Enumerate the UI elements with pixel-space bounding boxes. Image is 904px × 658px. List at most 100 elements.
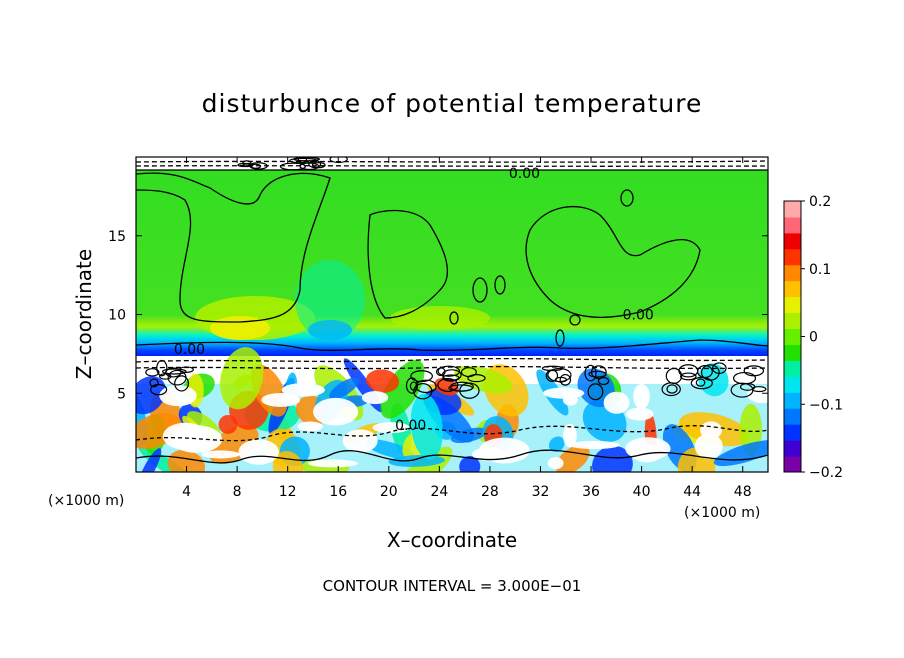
contour-line [249,162,268,170]
colorbar-swatch [784,216,801,234]
colorbar-swatch [784,312,801,330]
contour-line [289,157,318,164]
field-blob [201,450,240,459]
colorbar: 0.2 0.1 0 −0.1 −0.2 [783,194,843,481]
x-tick-label: 36 [582,484,600,500]
contour-line [620,189,634,207]
field-cool-patch [308,320,352,340]
x-tick-label: 4 [182,484,191,500]
x-tick-label: 24 [430,484,448,500]
y-tick-label: 15 [108,229,126,245]
colorbar-swatch [784,456,801,473]
colorbar-swatch [784,376,801,393]
contour-line [690,376,713,390]
contour-line [250,163,262,169]
contour-labels: 0.00 0.00 0.00 0.00 [174,166,654,434]
contour-line [590,365,607,380]
contour-line [587,383,604,401]
contour-line [666,384,678,394]
colorbar-swatch [784,344,801,361]
contour-line [136,165,768,167]
field-blob [138,448,162,472]
colorbar-swatch [784,328,801,345]
field-lower-layer [136,347,768,472]
contour-line [145,368,160,377]
contour-line [437,365,461,377]
colorbar-swatch [784,424,801,441]
x-unit-left: (×1000 m) [48,493,124,509]
contour-line [449,311,459,325]
contour-line [242,160,252,166]
contour-line [472,277,488,303]
contour-line [149,378,159,388]
colorbar-swatch [784,232,801,250]
field-blob [694,433,723,460]
field-blob [280,393,299,405]
field-blob [297,421,323,432]
contour-line [174,375,190,392]
field-blob [625,407,654,421]
colorbar-swatch [784,440,801,457]
contour-interval-note: CONTOUR INTERVAL = 3.000E−01 [323,577,582,595]
field-blob [410,393,443,460]
field-blob [307,459,358,468]
y-axis: 5 10 15 [108,229,768,402]
x-tick-label: 12 [279,484,297,500]
field-blob [471,447,507,462]
contour-line [410,370,433,383]
contour-line [165,367,182,378]
x-tick-label: 28 [481,484,499,500]
contour-line [555,329,565,347]
contour-label: 0.00 [395,418,426,434]
field-blob [329,377,359,400]
colorbar-swatch [784,280,801,298]
contour-line [136,172,331,323]
field-blob [361,391,389,405]
field-blob [555,444,590,472]
contour-line [136,425,768,442]
field-blob [543,387,585,399]
field-blob [568,440,621,450]
field-blob [454,365,513,394]
contour-line [136,449,768,464]
contour-line [136,365,768,370]
field-warm-patch [390,306,490,330]
field-blob [364,439,416,460]
y-tick-label: 5 [117,386,126,402]
field-blob [603,391,630,414]
colorbar-swatch [784,201,801,218]
contour-line [136,357,768,363]
contour-lines [136,160,768,464]
contour-line [299,162,320,171]
contour-label: 0.00 [509,166,540,182]
contour-line [569,314,581,326]
contour-line [448,384,474,392]
x-axis: 4 8 12 16 20 24 28 32 36 40 44 48 [182,157,752,500]
colorbar-tick-label: −0.1 [809,397,843,413]
field-blob [548,436,565,452]
field-blob [380,359,425,419]
contour-line [161,368,187,375]
colorbar-swatch [784,296,801,314]
contour-line [156,359,168,377]
contour-line [460,367,477,378]
contour-line [413,383,433,400]
field-blob [159,385,197,407]
contour-line [665,367,683,384]
contour-label: 0.00 [174,342,205,358]
colorbar-swatch [784,248,801,266]
x-tick-label: 48 [734,484,752,500]
colorbar-tick-label: 0.1 [809,262,831,278]
contour-line [584,364,597,382]
field-blob [342,429,378,453]
field-blob [633,383,650,409]
contour-line [367,209,449,319]
field-blob [372,422,410,434]
colorbar-swatch [784,264,801,282]
x-tick-label: 32 [532,484,550,500]
field-blob [365,369,400,393]
field-blob [313,397,359,426]
contour-line [150,383,168,396]
contour-line [467,374,486,383]
